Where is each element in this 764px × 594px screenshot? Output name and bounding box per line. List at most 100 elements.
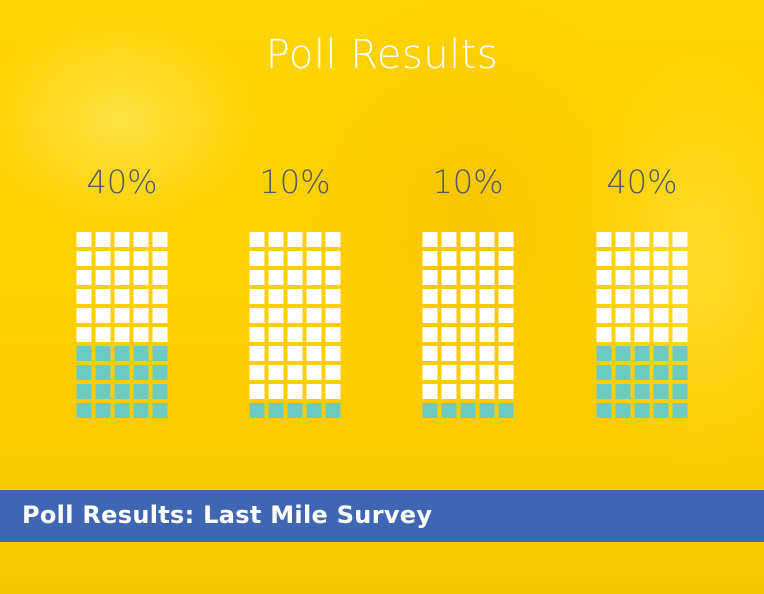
waffle-cell-empty	[95, 251, 111, 266]
waffle-cell-empty	[249, 308, 265, 323]
waffle-cell-empty	[133, 232, 149, 247]
waffle-cell-empty	[615, 232, 631, 247]
waffle-cell-empty	[268, 251, 284, 266]
waffle-cell-empty	[268, 346, 284, 361]
waffle-cell-filled	[615, 346, 631, 361]
waffle-cell-empty	[95, 327, 111, 342]
waffle-cell-filled	[634, 365, 650, 380]
waffle-cell-filled	[672, 346, 688, 361]
waffle-cell-empty	[672, 327, 688, 342]
waffle-cell-empty	[95, 308, 111, 323]
waffle-cell-empty	[249, 251, 265, 266]
waffle-cell-empty	[479, 346, 495, 361]
waffle-cell-empty	[441, 308, 457, 323]
waffle-cell-filled	[596, 346, 612, 361]
waffle-cell-empty	[152, 270, 168, 285]
waffle-cell-empty	[133, 270, 149, 285]
waffle-cell-filled	[76, 346, 92, 361]
waffle-cell-empty	[152, 232, 168, 247]
waffle-cell-filled	[596, 365, 612, 380]
waffle-cell-empty	[498, 384, 514, 399]
waffle-cell-filled	[672, 403, 688, 418]
waffle-cell-filled	[152, 403, 168, 418]
waffle-cell-filled	[133, 403, 149, 418]
waffle-cell-empty	[596, 289, 612, 304]
waffle-cell-filled	[95, 403, 111, 418]
waffle-cell-empty	[268, 289, 284, 304]
waffle-cell-empty	[460, 251, 476, 266]
waffle-cell-filled	[653, 346, 669, 361]
waffle-cell-empty	[653, 251, 669, 266]
waffle-cell-empty	[498, 289, 514, 304]
waffle-cell-empty	[615, 327, 631, 342]
waffle-cell-empty	[133, 289, 149, 304]
waffle-cell-empty	[672, 289, 688, 304]
waffle-cell-empty	[479, 365, 495, 380]
waffle-group-2: 10%	[249, 163, 341, 418]
waffle-cell-filled	[268, 403, 284, 418]
waffle-cell-filled	[672, 384, 688, 399]
waffle-cell-empty	[287, 251, 303, 266]
waffle-cell-empty	[479, 232, 495, 247]
waffle-cell-empty	[325, 327, 341, 342]
waffle-cell-filled	[653, 403, 669, 418]
waffle-cell-empty	[672, 232, 688, 247]
waffle-cell-empty	[615, 308, 631, 323]
waffle-cell-filled	[152, 365, 168, 380]
waffle-cell-empty	[653, 308, 669, 323]
waffle-cell-filled	[596, 384, 612, 399]
waffle-cell-empty	[441, 270, 457, 285]
waffle-cell-empty	[114, 251, 130, 266]
waffle-cell-empty	[634, 232, 650, 247]
waffle-cell-empty	[672, 308, 688, 323]
waffle-cell-empty	[95, 270, 111, 285]
waffle-cell-filled	[114, 346, 130, 361]
waffle-cell-empty	[325, 232, 341, 247]
waffle-cell-empty	[306, 289, 322, 304]
waffle-cell-filled	[76, 384, 92, 399]
waffle-cell-empty	[634, 270, 650, 285]
waffle-cell-empty	[615, 251, 631, 266]
waffle-cell-empty	[306, 270, 322, 285]
waffle-cell-empty	[615, 270, 631, 285]
banner-text: Poll Results: Last Mile Survey	[22, 501, 433, 529]
waffle-cell-filled	[133, 346, 149, 361]
waffle-cell-filled	[152, 346, 168, 361]
waffle-cell-empty	[76, 289, 92, 304]
waffle-cell-empty	[672, 251, 688, 266]
waffle-cell-empty	[325, 270, 341, 285]
waffle-cell-empty	[287, 270, 303, 285]
waffle-cell-empty	[76, 232, 92, 247]
waffle-cell-filled	[441, 403, 457, 418]
waffle-cell-empty	[479, 270, 495, 285]
waffle-cell-empty	[634, 251, 650, 266]
waffle-group-3: 10%	[422, 163, 514, 418]
waffle-cell-filled	[653, 384, 669, 399]
waffle-cell-empty	[325, 365, 341, 380]
waffle-cell-filled	[95, 365, 111, 380]
waffle-cell-empty	[249, 384, 265, 399]
waffle-cell-empty	[287, 365, 303, 380]
waffle-group-1: 40%	[76, 163, 168, 418]
waffle-cell-empty	[441, 251, 457, 266]
waffle-cell-empty	[287, 327, 303, 342]
waffle-cell-empty	[249, 232, 265, 247]
waffle-cell-empty	[306, 384, 322, 399]
waffle-cell-empty	[114, 232, 130, 247]
waffle-cell-empty	[422, 384, 438, 399]
waffle-cell-empty	[498, 346, 514, 361]
waffle-cell-empty	[460, 327, 476, 342]
waffle-cell-filled	[672, 365, 688, 380]
waffle-cell-empty	[460, 232, 476, 247]
waffle-cell-empty	[460, 365, 476, 380]
waffle-chart: 40% 10% 10% 40%	[76, 163, 688, 418]
waffle-cell-empty	[422, 327, 438, 342]
waffle-cell-filled	[615, 403, 631, 418]
waffle-cell-empty	[325, 289, 341, 304]
chart-title: Poll Results	[265, 32, 499, 78]
waffle-cell-empty	[268, 270, 284, 285]
percent-label-3: 10%	[432, 163, 503, 201]
waffle-cell-empty	[306, 251, 322, 266]
waffle-cell-empty	[634, 308, 650, 323]
waffle-cell-empty	[306, 365, 322, 380]
